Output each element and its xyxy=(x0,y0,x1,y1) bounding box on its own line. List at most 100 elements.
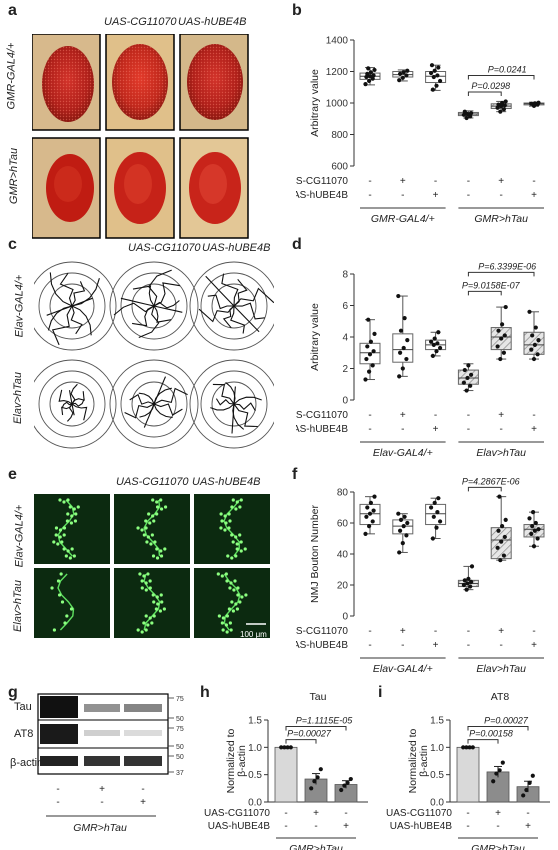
group-label: Elav-GAL4/+ xyxy=(373,447,433,459)
data-point xyxy=(432,500,437,505)
data-point xyxy=(400,366,405,371)
data-point xyxy=(530,524,535,529)
data-point xyxy=(339,787,344,793)
genotype-sign: - xyxy=(467,176,470,187)
genotype-sign: - xyxy=(368,424,371,435)
box-5 xyxy=(523,510,545,549)
bouton xyxy=(231,540,235,544)
box-3 xyxy=(457,564,479,592)
data-point xyxy=(402,514,407,519)
larva-path xyxy=(210,403,235,411)
data-point xyxy=(498,558,503,563)
data-point xyxy=(398,328,404,333)
bouton xyxy=(234,554,238,558)
eye-photo-a2 xyxy=(105,34,175,131)
data-point xyxy=(499,336,504,341)
data-point xyxy=(365,71,370,76)
panel-label-d: d xyxy=(292,236,302,253)
genotype-sign: - xyxy=(467,190,470,201)
bouton xyxy=(153,540,157,544)
nmj-background xyxy=(114,494,190,564)
box-3 xyxy=(457,363,479,393)
chart-h: Tau 0.0 0.5 1.0 1.5 Normalized to β-actin P=0.0… xyxy=(204,691,368,850)
bouton xyxy=(224,623,228,627)
data-point xyxy=(530,333,535,338)
genotype-sign: - xyxy=(401,190,404,201)
p-value-label: P=0.00158 xyxy=(469,729,513,739)
bouton xyxy=(155,512,159,516)
mw-marker: 50 xyxy=(176,744,184,751)
data-point xyxy=(531,544,537,549)
genotype-sign: - xyxy=(56,797,59,808)
chart-title: Tau xyxy=(310,691,327,703)
arena-ring xyxy=(109,359,199,449)
bouton xyxy=(62,547,66,551)
data-point xyxy=(396,293,401,299)
data-point xyxy=(398,71,403,76)
data-point xyxy=(498,109,503,114)
genotype-sign: + xyxy=(99,784,105,795)
data-point xyxy=(524,787,529,793)
arena-ring xyxy=(189,359,274,449)
y-tick-label: 0.5 xyxy=(248,770,262,781)
bouton xyxy=(74,512,78,516)
y-axis-label: Normalized to xyxy=(225,728,237,793)
panel-label-i: i xyxy=(378,684,383,701)
genotype-sign: + xyxy=(140,797,146,808)
data-point xyxy=(434,349,439,354)
genotype-row-label: UAS-CG11070 xyxy=(386,808,452,819)
genotype-sign: - xyxy=(467,410,470,421)
data-point xyxy=(404,356,409,362)
genotype-sign: + xyxy=(531,640,537,651)
row-label-e-bot: Elav>hTau xyxy=(11,580,24,632)
y-tick-label: 40 xyxy=(337,550,349,561)
nmj-image-0 xyxy=(34,494,110,564)
genotype-sign: - xyxy=(526,808,529,819)
genotype-row-label: UAS-hUBE4B xyxy=(296,424,348,435)
data-point xyxy=(461,582,466,588)
data-point xyxy=(432,336,437,341)
nmj-image-5 xyxy=(194,568,270,638)
bouton xyxy=(231,498,235,502)
bouton xyxy=(151,514,155,518)
data-point xyxy=(497,768,502,773)
data-point xyxy=(500,524,505,529)
data-point xyxy=(397,374,402,379)
data-point xyxy=(288,745,293,750)
group-label: GMR>hTau xyxy=(471,843,525,850)
data-point xyxy=(363,82,368,87)
genotype-sign: + xyxy=(525,821,531,832)
arena-ring xyxy=(131,283,177,329)
data-point xyxy=(466,576,471,581)
data-point xyxy=(396,511,401,516)
group-label: Elav>hTau xyxy=(476,447,526,459)
bouton xyxy=(152,600,156,604)
significance-bracket xyxy=(467,271,535,277)
data-point xyxy=(402,316,407,321)
bouton xyxy=(155,547,159,551)
larva-path xyxy=(68,390,73,405)
genotype-sign: - xyxy=(314,821,317,832)
data-point xyxy=(312,779,317,784)
bouton xyxy=(227,607,231,611)
p-value-label: P=0.0241 xyxy=(488,64,527,74)
bouton xyxy=(142,533,146,537)
genotype-sign: + xyxy=(498,410,504,421)
arena-ring xyxy=(109,261,199,351)
genotype-sign: - xyxy=(401,424,404,435)
larva-path xyxy=(148,269,172,307)
genotype-sign: - xyxy=(466,808,469,819)
data-point xyxy=(401,345,406,351)
box-3 xyxy=(457,109,479,121)
band-actin-2 xyxy=(84,756,120,766)
data-point xyxy=(371,508,376,513)
data-point xyxy=(401,70,406,75)
data-point xyxy=(367,511,373,516)
bouton xyxy=(142,574,146,578)
box-4 xyxy=(490,494,512,563)
col-label-hube-e: UAS-hUBE4B xyxy=(192,476,261,488)
bouton xyxy=(231,609,235,613)
bar-1 xyxy=(486,760,510,803)
data-point xyxy=(464,388,469,393)
bouton xyxy=(152,614,156,618)
